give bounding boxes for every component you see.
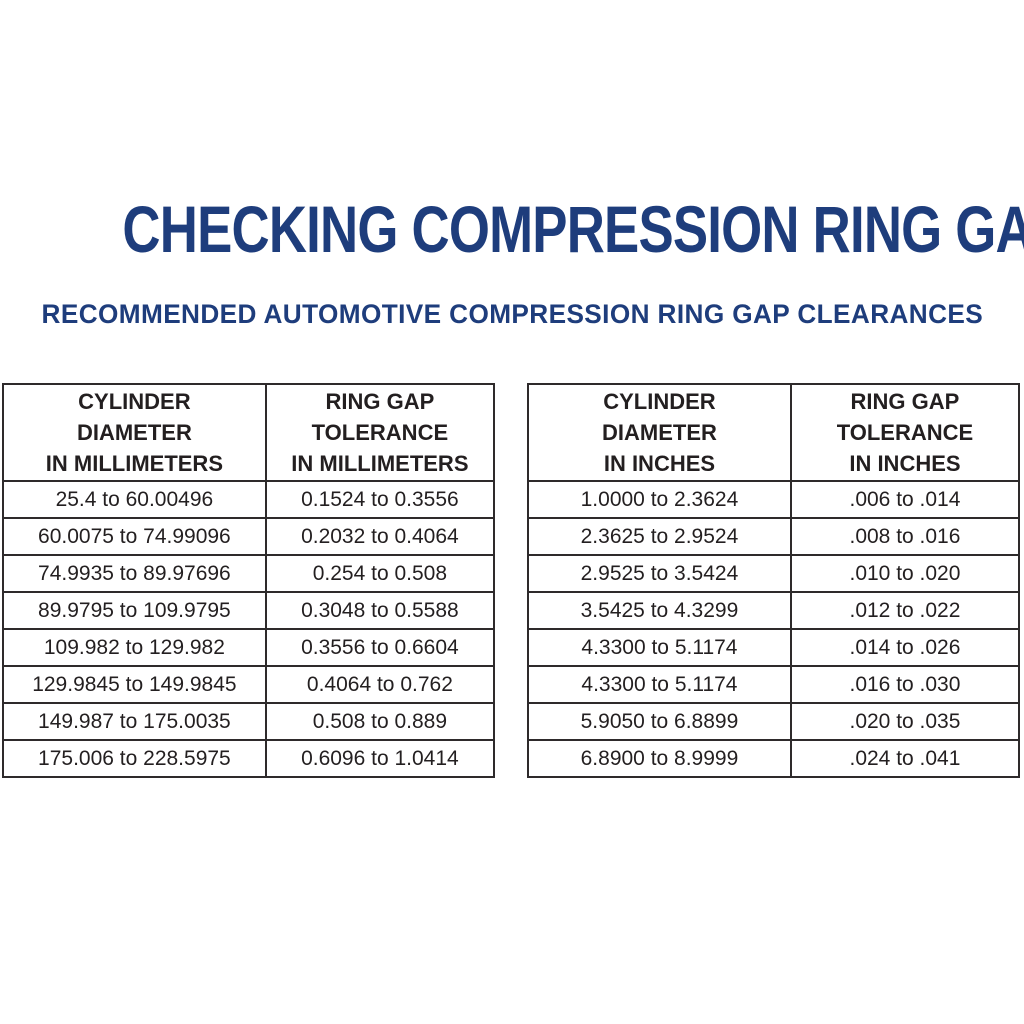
table-row: 129.9845 to 149.9845 0.4064 to 0.762 (2, 665, 496, 704)
inch-header-row: CYLINDER DIAMETER IN INCHES RING GAP TOL… (527, 383, 1021, 482)
table-row: 74.9935 to 89.97696 0.254 to 0.508 (2, 554, 496, 593)
table-row: 3.5425 to 4.3299 .012 to .022 (527, 591, 1021, 630)
mm-diameter-header: CYLINDER DIAMETER IN MILLIMETERS (2, 383, 267, 482)
inch-table-body: 1.0000 to 2.3624 .006 to .014 2.3625 to … (527, 480, 1021, 778)
title-container: CHECKING COMPRESSION RING GAPS (0, 196, 1024, 262)
inch-diameter-cell: 2.3625 to 2.9524 (527, 517, 792, 556)
inch-tolerance-cell: .006 to .014 (789, 480, 1021, 519)
tables-section: CYLINDER DIAMETER IN MILLIMETERS RING GA… (2, 383, 1021, 778)
subtitle-container: RECOMMENDED AUTOMOTIVE COMPRESSION RING … (0, 301, 1024, 328)
inch-tolerance-cell: .014 to .026 (789, 628, 1021, 667)
mm-tolerance-cell: 0.2032 to 0.4064 (264, 517, 496, 556)
inch-tolerance-header: RING GAP TOLERANCE IN INCHES (789, 383, 1021, 482)
mm-diameter-cell: 25.4 to 60.00496 (2, 480, 267, 519)
mm-tolerance-header: RING GAP TOLERANCE IN MILLIMETERS (264, 383, 496, 482)
mm-diameter-cell: 109.982 to 129.982 (2, 628, 267, 667)
table-row: 109.982 to 129.982 0.3556 to 0.6604 (2, 628, 496, 667)
table-row: 2.9525 to 3.5424 .010 to .020 (527, 554, 1021, 593)
inch-diameter-header: CYLINDER DIAMETER IN INCHES (527, 383, 792, 482)
table-row: 25.4 to 60.00496 0.1524 to 0.3556 (2, 480, 496, 519)
inch-tolerance-cell: .016 to .030 (789, 665, 1021, 704)
table-row: 89.9795 to 109.9795 0.3048 to 0.5588 (2, 591, 496, 630)
mm-tolerance-cell: 0.3556 to 0.6604 (264, 628, 496, 667)
mm-tolerance-cell: 0.1524 to 0.3556 (264, 480, 496, 519)
inch-tolerance-cell: .020 to .035 (789, 702, 1021, 741)
inch-diameter-cell: 5.9050 to 6.8899 (527, 702, 792, 741)
inch-table-head: CYLINDER DIAMETER IN INCHES RING GAP TOL… (527, 383, 1021, 482)
table-row: 6.8900 to 8.9999 .024 to .041 (527, 739, 1021, 778)
mm-diameter-cell: 60.0075 to 74.99096 (2, 517, 267, 556)
mm-diameter-cell: 129.9845 to 149.9845 (2, 665, 267, 704)
table-row: 4.3300 to 5.1174 .016 to .030 (527, 665, 1021, 704)
inch-tolerance-cell: .008 to .016 (789, 517, 1021, 556)
inch-diameter-cell: 3.5425 to 4.3299 (527, 591, 792, 630)
inch-tolerance-cell: .012 to .022 (789, 591, 1021, 630)
mm-diameter-cell: 175.006 to 228.5975 (2, 739, 267, 778)
inch-tolerance-cell: .024 to .041 (789, 739, 1021, 778)
mm-header-row: CYLINDER DIAMETER IN MILLIMETERS RING GA… (2, 383, 496, 482)
mm-tolerance-cell: 0.254 to 0.508 (264, 554, 496, 593)
page-subtitle: RECOMMENDED AUTOMOTIVE COMPRESSION RING … (41, 299, 983, 329)
inch-diameter-cell: 4.3300 to 5.1174 (527, 665, 792, 704)
inch-diameter-cell: 2.9525 to 3.5424 (527, 554, 792, 593)
mm-tolerance-cell: 0.4064 to 0.762 (264, 665, 496, 704)
mm-table-body: 25.4 to 60.00496 0.1524 to 0.3556 60.007… (2, 480, 496, 778)
table-row: 1.0000 to 2.3624 .006 to .014 (527, 480, 1021, 519)
mm-table: CYLINDER DIAMETER IN MILLIMETERS RING GA… (2, 383, 496, 778)
table-row: 175.006 to 228.5975 0.6096 to 1.0414 (2, 739, 496, 778)
inch-diameter-cell: 1.0000 to 2.3624 (527, 480, 792, 519)
mm-diameter-cell: 149.987 to 175.0035 (2, 702, 267, 741)
table-row: 149.987 to 175.0035 0.508 to 0.889 (2, 702, 496, 741)
table-row: 2.3625 to 2.9524 .008 to .016 (527, 517, 1021, 556)
table-row: 5.9050 to 6.8899 .020 to .035 (527, 702, 1021, 741)
inch-diameter-cell: 6.8900 to 8.9999 (527, 739, 792, 778)
inch-table: CYLINDER DIAMETER IN INCHES RING GAP TOL… (527, 383, 1021, 778)
mm-tolerance-cell: 0.508 to 0.889 (264, 702, 496, 741)
mm-diameter-cell: 89.9795 to 109.9795 (2, 591, 267, 630)
inch-tolerance-cell: .010 to .020 (789, 554, 1021, 593)
table-row: 60.0075 to 74.99096 0.2032 to 0.4064 (2, 517, 496, 556)
inch-diameter-cell: 4.3300 to 5.1174 (527, 628, 792, 667)
mm-table-head: CYLINDER DIAMETER IN MILLIMETERS RING GA… (2, 383, 496, 482)
mm-diameter-cell: 74.9935 to 89.97696 (2, 554, 267, 593)
mm-tolerance-cell: 0.3048 to 0.5588 (264, 591, 496, 630)
mm-tolerance-cell: 0.6096 to 1.0414 (264, 739, 496, 778)
page-title: CHECKING COMPRESSION RING GAPS (122, 192, 1024, 266)
table-row: 4.3300 to 5.1174 .014 to .026 (527, 628, 1021, 667)
